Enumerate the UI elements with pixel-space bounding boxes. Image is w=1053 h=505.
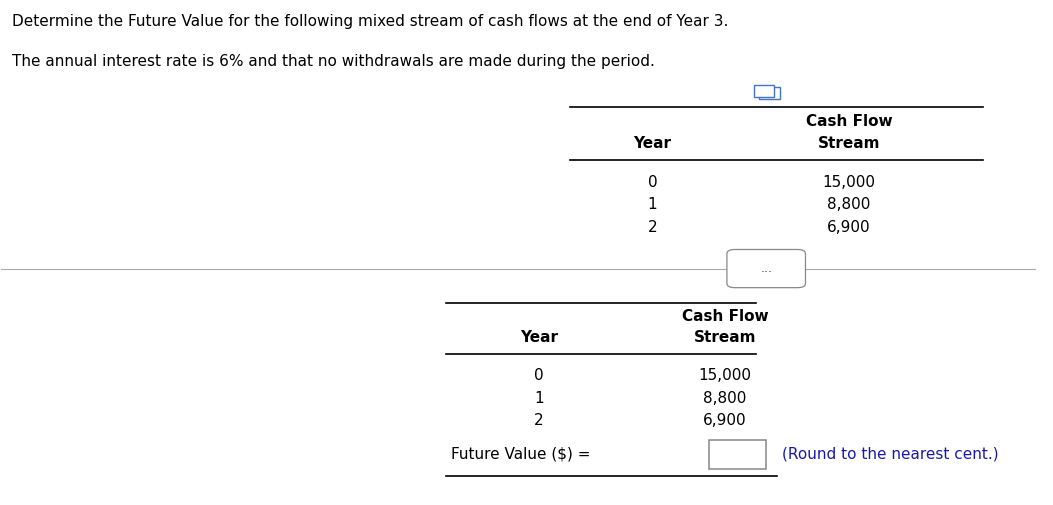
Text: Year: Year bbox=[520, 330, 558, 345]
Text: 6,900: 6,900 bbox=[703, 413, 747, 428]
Text: ...: ... bbox=[760, 262, 772, 275]
Text: 8,800: 8,800 bbox=[828, 197, 871, 212]
FancyBboxPatch shape bbox=[759, 87, 779, 99]
Text: 1: 1 bbox=[648, 197, 657, 212]
FancyBboxPatch shape bbox=[754, 85, 774, 97]
FancyBboxPatch shape bbox=[710, 440, 767, 470]
Text: 8,800: 8,800 bbox=[703, 391, 747, 406]
Text: 0: 0 bbox=[534, 368, 543, 383]
Text: Determine the Future Value for the following mixed stream of cash flows at the e: Determine the Future Value for the follo… bbox=[12, 14, 728, 29]
Text: (Round to the nearest cent.): (Round to the nearest cent.) bbox=[781, 447, 998, 462]
Text: Stream: Stream bbox=[694, 330, 756, 345]
Text: 0: 0 bbox=[648, 175, 657, 190]
Text: 15,000: 15,000 bbox=[698, 368, 752, 383]
Text: 1: 1 bbox=[534, 391, 543, 406]
FancyBboxPatch shape bbox=[727, 249, 806, 288]
Text: Year: Year bbox=[634, 135, 672, 150]
Text: Cash Flow: Cash Flow bbox=[806, 115, 892, 129]
Text: 2: 2 bbox=[534, 413, 543, 428]
Text: 6,900: 6,900 bbox=[827, 220, 871, 235]
Text: Future Value ($) =: Future Value ($) = bbox=[451, 447, 591, 462]
Text: The annual interest rate is 6% and that no withdrawals are made during the perio: The annual interest rate is 6% and that … bbox=[12, 54, 655, 69]
Text: Stream: Stream bbox=[817, 135, 880, 150]
Text: 2: 2 bbox=[648, 220, 657, 235]
Text: 15,000: 15,000 bbox=[822, 175, 875, 190]
Text: Cash Flow: Cash Flow bbox=[681, 309, 769, 324]
